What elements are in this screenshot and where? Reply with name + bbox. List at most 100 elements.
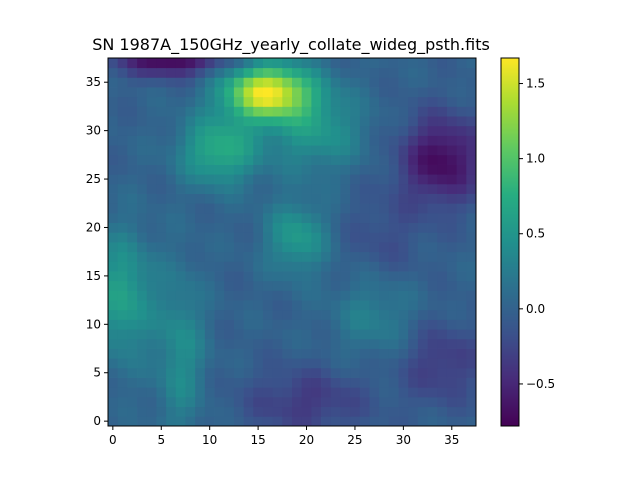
heatmap-cell bbox=[185, 174, 196, 185]
heatmap-cell bbox=[137, 193, 148, 204]
colorbar-strip bbox=[501, 204, 519, 207]
heatmap-cell bbox=[137, 222, 148, 233]
heatmap-cell bbox=[195, 290, 206, 301]
colorbar-strip bbox=[501, 76, 519, 79]
heatmap-cell bbox=[427, 377, 438, 388]
heatmap-cell bbox=[127, 280, 138, 291]
heatmap-cell bbox=[388, 96, 399, 107]
heatmap-cell bbox=[398, 87, 409, 98]
heatmap-cell bbox=[417, 242, 428, 253]
heatmap-cell bbox=[427, 367, 438, 378]
heatmap-cell bbox=[156, 232, 167, 243]
heatmap-cell bbox=[408, 377, 419, 388]
heatmap-cell bbox=[388, 203, 399, 214]
heatmap-cell bbox=[204, 212, 215, 224]
heatmap-cell bbox=[175, 329, 186, 340]
heatmap-cell bbox=[233, 406, 244, 417]
heatmap-cell bbox=[398, 145, 409, 156]
colorbar-strip bbox=[501, 58, 519, 61]
heatmap-cell bbox=[398, 96, 409, 107]
heatmap-cell bbox=[379, 145, 390, 156]
heatmap-cell bbox=[359, 87, 370, 98]
heatmap-cell bbox=[359, 377, 370, 388]
colorbar-strip bbox=[501, 88, 519, 91]
heatmap-cell bbox=[379, 222, 390, 233]
heatmap-cell bbox=[204, 319, 215, 330]
heatmap-cell bbox=[350, 377, 361, 388]
heatmap-cell bbox=[224, 232, 235, 243]
heatmap-cell bbox=[311, 67, 322, 78]
colorbar-strip bbox=[501, 110, 519, 113]
colorbar-strip bbox=[501, 424, 519, 427]
x-axis: 0 5 10 15 20 25 30 35 bbox=[109, 426, 459, 447]
heatmap-cell bbox=[146, 77, 157, 88]
heatmap-cell bbox=[108, 367, 119, 378]
colorbar-strip bbox=[501, 326, 519, 329]
heatmap-cell bbox=[156, 271, 167, 282]
heatmap-cell bbox=[398, 154, 409, 165]
colorbar-strip bbox=[501, 144, 519, 147]
heatmap-cell bbox=[224, 242, 235, 253]
heatmap-cell bbox=[166, 212, 177, 224]
heatmap-cell bbox=[369, 377, 380, 388]
heatmap-cell bbox=[166, 271, 177, 282]
heatmap-cell bbox=[262, 367, 274, 378]
heatmap-cell bbox=[156, 203, 167, 214]
heatmap-cell bbox=[456, 309, 467, 320]
heatmap-cell bbox=[224, 125, 235, 136]
heatmap-cell bbox=[379, 271, 390, 282]
heatmap-cell bbox=[388, 416, 399, 427]
x-tick-label: 30 bbox=[396, 433, 411, 447]
heatmap-cell bbox=[262, 290, 274, 301]
heatmap-cell bbox=[117, 377, 128, 388]
heatmap-cell bbox=[108, 348, 119, 359]
heatmap-cell bbox=[214, 67, 225, 78]
heatmap-cell bbox=[427, 309, 438, 320]
heatmap-cell bbox=[379, 251, 390, 262]
heatmap-cell bbox=[301, 164, 312, 175]
heatmap-cell bbox=[398, 203, 409, 214]
heatmap-cell bbox=[359, 96, 370, 107]
heatmap-cell bbox=[175, 145, 186, 156]
colorbar-strip bbox=[501, 266, 519, 269]
heatmap-cell bbox=[321, 367, 332, 378]
heatmap-cell bbox=[117, 212, 128, 224]
heatmap-cell bbox=[262, 319, 274, 330]
heatmap-cell bbox=[166, 125, 177, 136]
heatmap-cell bbox=[156, 116, 167, 127]
heatmap-cell bbox=[204, 193, 215, 204]
heatmap-cell bbox=[330, 242, 341, 253]
heatmap-cell bbox=[417, 377, 428, 388]
heatmap-cell bbox=[350, 77, 361, 88]
heatmap-cell bbox=[311, 242, 322, 253]
heatmap-cell bbox=[272, 116, 283, 127]
heatmap-cell bbox=[156, 58, 167, 69]
heatmap-cell bbox=[446, 222, 458, 233]
heatmap-cell bbox=[146, 396, 157, 408]
heatmap-cell bbox=[408, 261, 419, 272]
heatmap-cell bbox=[330, 183, 341, 194]
heatmap-cell bbox=[117, 242, 128, 253]
heatmap-cell bbox=[369, 338, 380, 349]
colorbar-strip bbox=[501, 132, 519, 135]
colorbar-strip bbox=[501, 154, 519, 157]
heatmap-cell bbox=[146, 348, 157, 359]
heatmap-cell bbox=[456, 280, 467, 291]
heatmap-cell bbox=[466, 338, 477, 349]
heatmap-cell bbox=[175, 193, 186, 204]
heatmap-cell bbox=[388, 377, 399, 388]
heatmap-cell bbox=[446, 338, 458, 349]
heatmap-cell bbox=[388, 329, 399, 340]
heatmap-cell bbox=[233, 290, 244, 301]
heatmap-cell bbox=[195, 348, 206, 359]
heatmap-cell bbox=[398, 348, 409, 359]
heatmap-cell bbox=[195, 106, 206, 117]
colorbar-strip bbox=[501, 382, 519, 385]
heatmap-cell bbox=[321, 116, 332, 127]
heatmap-cell bbox=[262, 164, 274, 175]
heatmap-cell bbox=[398, 67, 409, 78]
heatmap-cell bbox=[417, 280, 428, 291]
heatmap-cell bbox=[224, 280, 235, 291]
heatmap-cell bbox=[427, 164, 438, 175]
heatmap-cell bbox=[340, 58, 351, 69]
